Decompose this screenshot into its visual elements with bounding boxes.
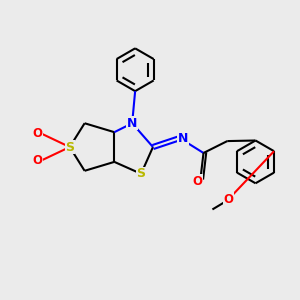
Text: O: O xyxy=(193,175,202,188)
Text: N: N xyxy=(127,117,137,130)
Text: O: O xyxy=(224,193,234,206)
Text: S: S xyxy=(136,167,146,180)
Text: O: O xyxy=(32,127,42,140)
Text: N: N xyxy=(178,132,188,145)
Text: O: O xyxy=(32,154,42,167)
Text: S: S xyxy=(65,140,74,154)
